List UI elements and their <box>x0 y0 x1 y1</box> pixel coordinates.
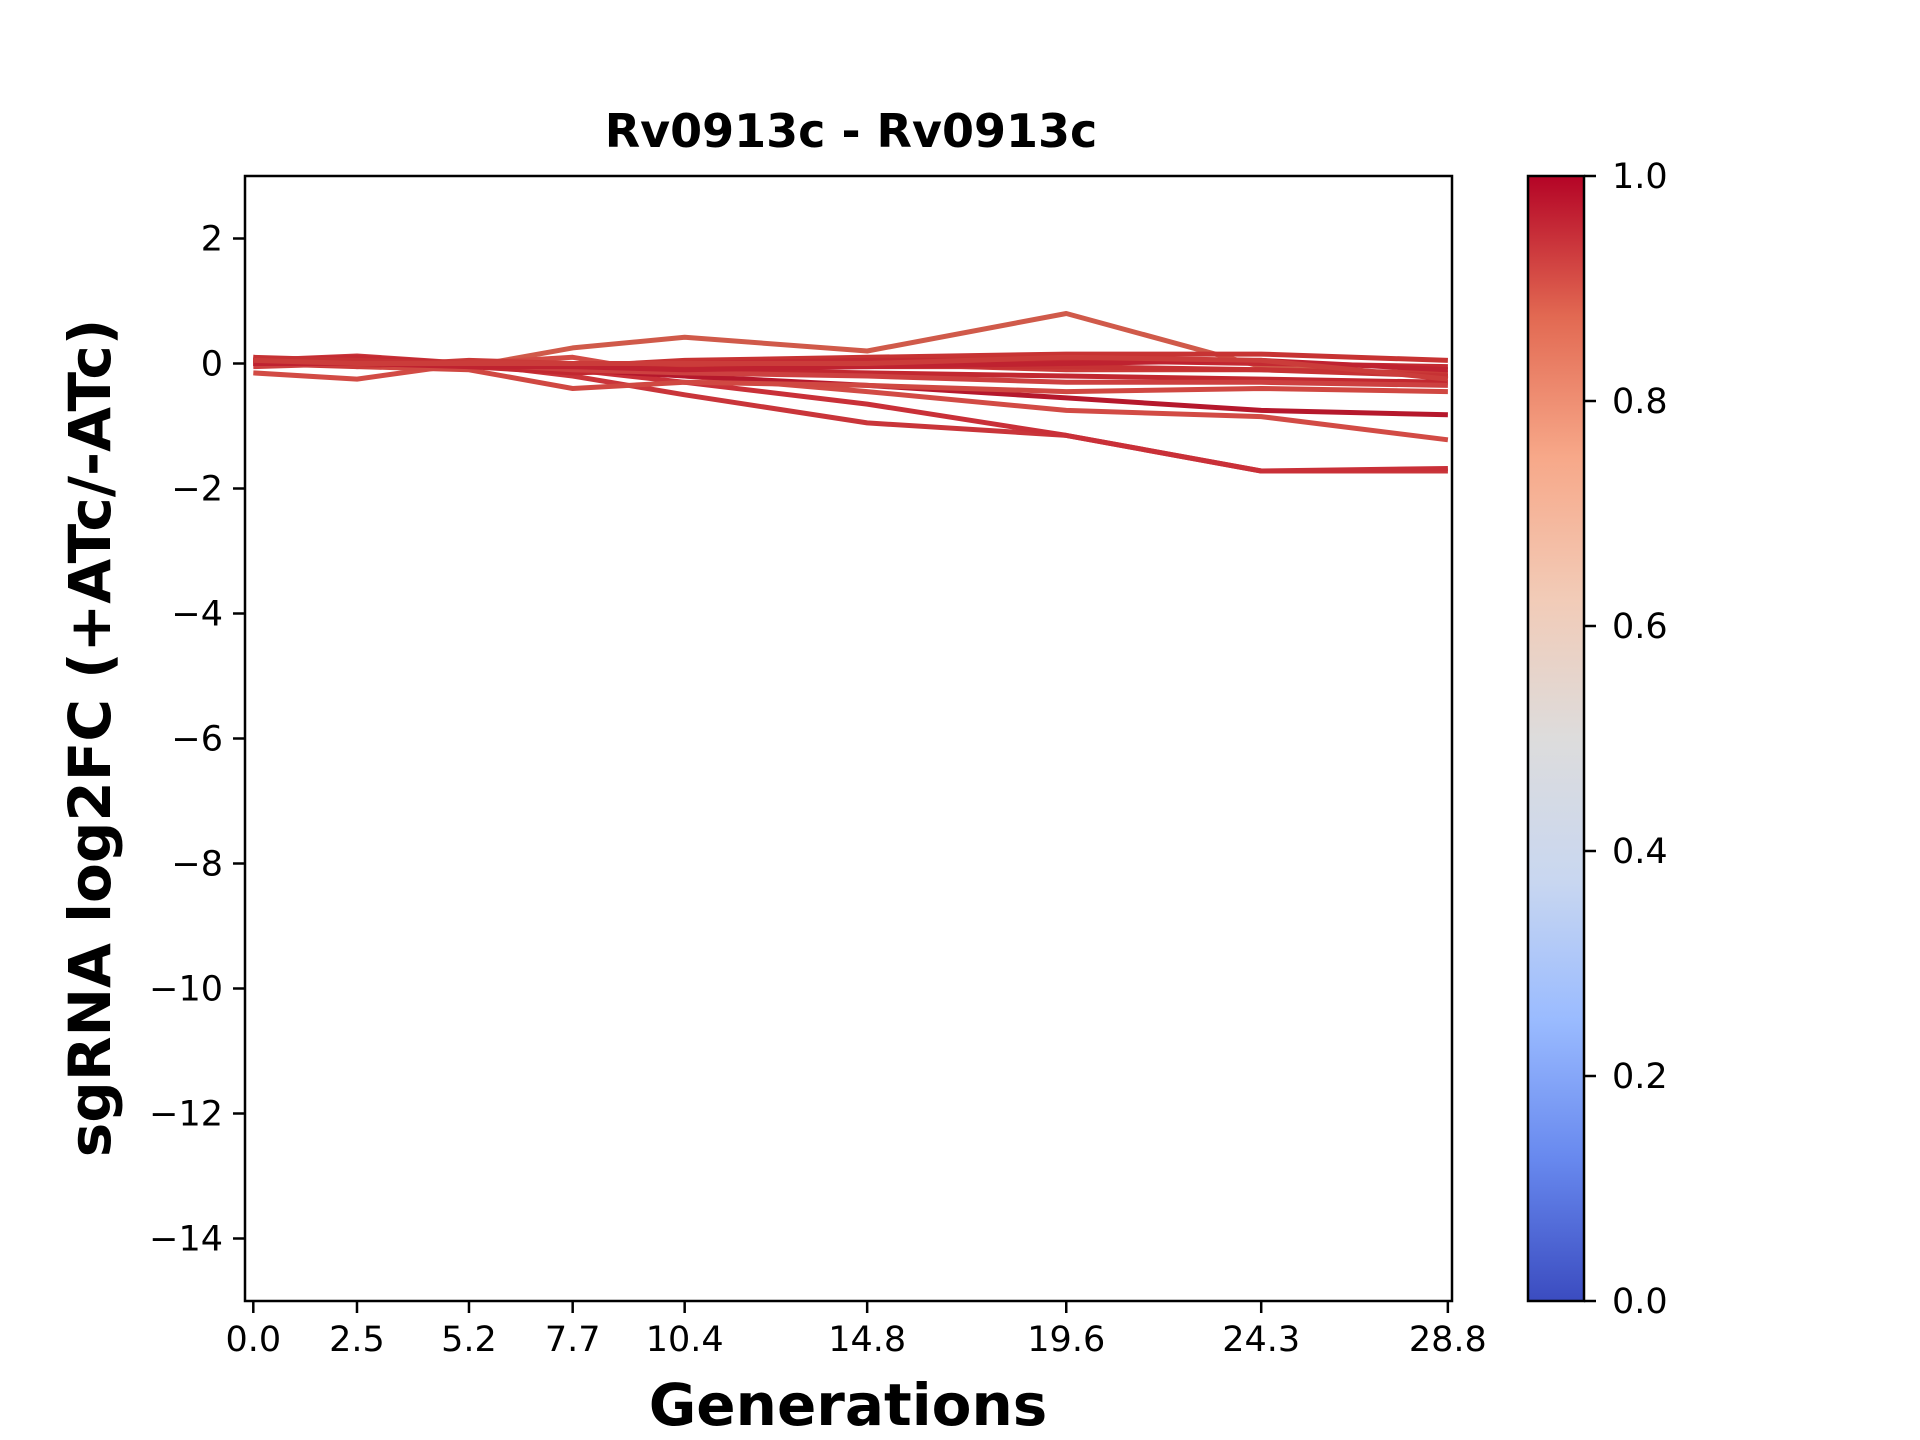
x-tick-label: 5.2 <box>441 1320 497 1360</box>
x-tick-label: 14.8 <box>828 1320 906 1360</box>
y-tick-label: −6 <box>171 720 223 760</box>
colorbar-axis: 1.0 0.8 0.6 0.4 0.2 0.0 <box>1584 157 1668 1322</box>
x-tick-label: 28.8 <box>1409 1320 1487 1360</box>
x-tick-label: 19.6 <box>1027 1320 1105 1360</box>
x-tick-label: 10.4 <box>646 1320 724 1360</box>
y-axis: 2 0 −2 −4 −6 −8 −10 −12 −14 <box>149 220 245 1260</box>
x-tick-label: 7.7 <box>545 1320 601 1360</box>
series-line-14 <box>253 354 1449 382</box>
y-tick-label: −10 <box>149 970 223 1010</box>
y-tick-label: −14 <box>149 1220 223 1260</box>
y-tick-label: −8 <box>171 845 223 885</box>
colorbar-tick-label: 0.0 <box>1612 1282 1668 1322</box>
x-axis: 0.0 2.5 5.2 7.7 10.4 14.8 19.6 24.3 28.8 <box>225 1301 1487 1360</box>
colorbar-tick-label: 1.0 <box>1612 157 1668 197</box>
colorbar <box>1526 174 1586 1303</box>
x-tick-label: 2.5 <box>329 1320 385 1360</box>
plot-lines <box>253 311 1449 474</box>
x-tick-label: 0.0 <box>225 1320 281 1360</box>
y-tick-label: −2 <box>171 470 223 510</box>
series-line-6 <box>253 354 1448 395</box>
y-tick-label: 0 <box>201 345 223 385</box>
y-tick-label: −4 <box>171 595 223 635</box>
y-tick-label: 2 <box>201 220 223 260</box>
y-tick-label: −12 <box>149 1095 223 1135</box>
x-tick-label: 24.3 <box>1222 1320 1300 1360</box>
x-axis-title: Generations <box>649 1371 1048 1439</box>
colorbar-tick-label: 0.2 <box>1612 1057 1668 1097</box>
y-axis-title: sgRNA log2FC (+ATc/-ATc) <box>56 319 124 1157</box>
colorbar-tick-label: 0.8 <box>1612 382 1668 422</box>
colorbar-tick-label: 0.6 <box>1612 607 1668 647</box>
chart-title: Rv0913c - Rv0913c <box>605 104 1098 158</box>
colorbar-tick-label: 0.4 <box>1612 832 1668 872</box>
